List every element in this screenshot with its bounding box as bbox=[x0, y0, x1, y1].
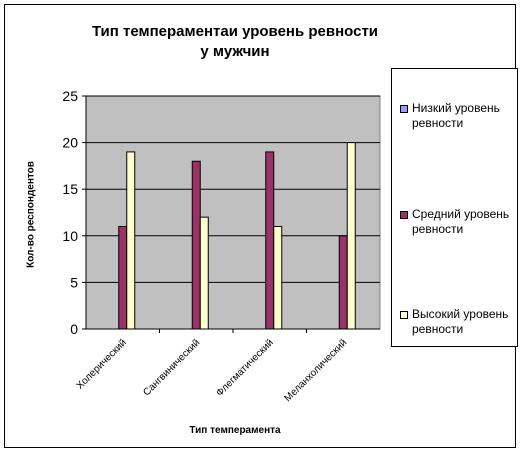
legend-swatch-medium bbox=[400, 211, 408, 219]
chart-frame: Тип темпераментаи уровень ревности у муж… bbox=[4, 4, 518, 448]
x-tick-label: Меланхолический bbox=[283, 337, 350, 404]
bar bbox=[126, 151, 136, 330]
bar bbox=[191, 160, 201, 330]
bar bbox=[118, 225, 128, 330]
bar bbox=[265, 151, 275, 330]
chart-plot: 0 5 10 15 20 25 Холерический Сангвинический Флег… bbox=[62, 88, 381, 404]
bar bbox=[346, 142, 356, 330]
y-tick-label: 10 bbox=[62, 228, 78, 244]
legend-label-medium: Средний уровень ревности bbox=[412, 207, 510, 236]
bar bbox=[273, 225, 283, 330]
y-axis-title: Кол-во респондентов bbox=[25, 161, 37, 268]
bar bbox=[199, 216, 209, 330]
legend-label-high: Высокий уровень ревности bbox=[412, 307, 509, 336]
x-axis-title: Тип темперамента bbox=[189, 425, 281, 436]
x-tick-label: Сангвинический bbox=[141, 337, 202, 398]
x-tick-label: Флегматический bbox=[214, 337, 276, 399]
x-tick-label: Холерический bbox=[75, 337, 129, 391]
legend-swatch-high bbox=[400, 311, 408, 319]
y-tick-label: 5 bbox=[70, 274, 78, 290]
legend-swatch-low bbox=[400, 105, 408, 113]
chart-title-line-2: у мужчин bbox=[200, 43, 270, 60]
legend-label-low: Низкий уровень ревности bbox=[412, 101, 500, 130]
legend: Низкий уровень ревности Средний уровень … bbox=[391, 68, 518, 347]
chart-title-line-1: Тип темпераментаи уровень ревности bbox=[91, 23, 379, 40]
bar bbox=[338, 235, 348, 330]
y-tick-label: 15 bbox=[62, 181, 78, 197]
y-tick-label: 25 bbox=[62, 88, 78, 104]
y-tick-label: 20 bbox=[62, 135, 78, 151]
y-tick-label: 0 bbox=[70, 321, 78, 337]
